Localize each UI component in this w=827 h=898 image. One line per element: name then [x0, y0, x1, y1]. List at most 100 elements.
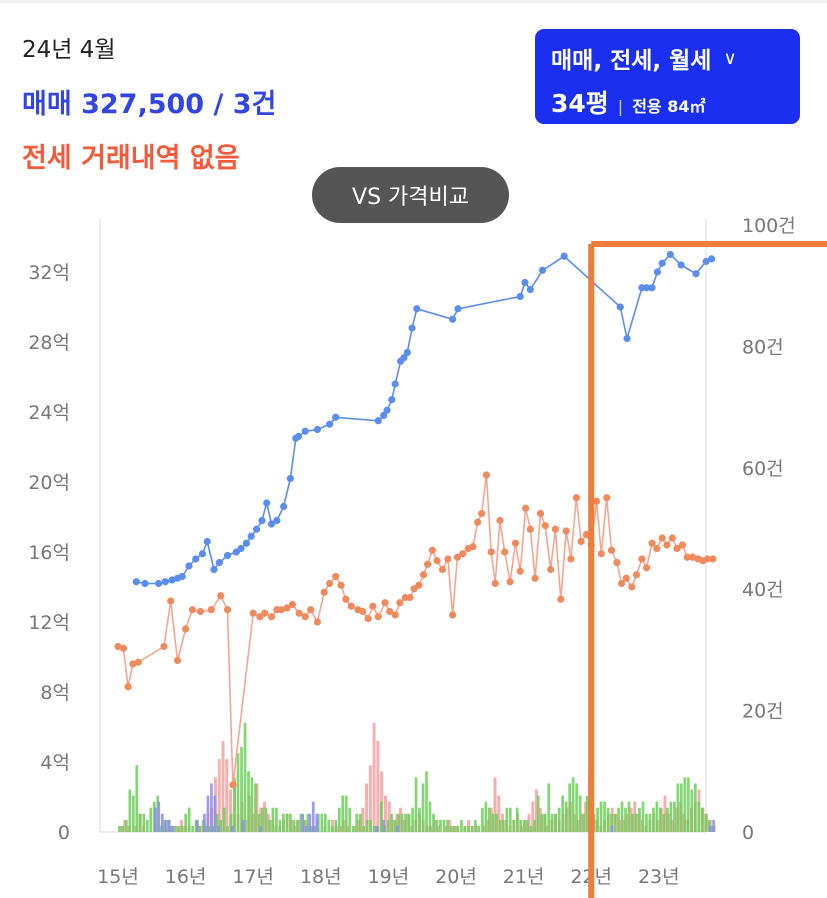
volume-bar-jeonse [346, 825, 350, 832]
volume-bar-sale [306, 813, 310, 832]
volume-bar-sale [683, 777, 687, 832]
volume-bar-rent [217, 825, 220, 832]
volume-bar-rent [712, 819, 715, 832]
jeonse-price-point [307, 606, 315, 614]
volume-bar-sale [582, 813, 585, 832]
volume-bar-rent [610, 825, 614, 832]
sale-price-point [643, 284, 651, 292]
x-tick: 17년 [232, 866, 274, 888]
filter-dropdown[interactable]: 매매, 전세, 월세 ∨ 34평 | 전용 84㎡ [535, 29, 800, 124]
volume-bar-sale [491, 813, 495, 832]
jeonse-price-point [438, 565, 447, 574]
jeonse-price-point [551, 525, 559, 533]
jeonse-price-point [643, 564, 651, 572]
sale-price-point [210, 565, 218, 574]
jeonse-price-point [196, 607, 205, 616]
volume-bar-sale [554, 813, 558, 832]
jeonse-price-point [607, 546, 616, 554]
volume-bar-sale [467, 825, 470, 832]
y-left-tick: 32억 [28, 262, 70, 284]
jeonse-price-point [593, 497, 601, 505]
jeonse-price-point [301, 613, 309, 621]
volume-bar-sale [599, 801, 603, 832]
x-tick: 21년 [503, 866, 545, 888]
volume-bar-sale [704, 813, 708, 832]
jeonse-price-point [577, 537, 585, 546]
jeonse-price-point [703, 555, 712, 563]
y-left-tick: 24억 [28, 402, 70, 424]
jeonse-price-point [474, 518, 482, 526]
volume-bar-sale [285, 813, 289, 832]
chevron-down-icon: ∨ [723, 47, 737, 69]
x-tick: 23년 [638, 866, 680, 888]
jeonse-price-point [347, 602, 355, 610]
jeonse-price-line [117, 474, 713, 785]
volume-bar-sale [578, 795, 582, 832]
filter-area: 전용 84㎡ [632, 97, 706, 116]
jeonse-price-point [557, 595, 565, 603]
volume-bar-sale [261, 807, 264, 832]
volume-bar-sale [418, 807, 421, 832]
volume-bar-sale [191, 825, 194, 832]
jeonse-price-point [567, 555, 575, 563]
volume-bar-jeonse [395, 813, 399, 832]
volume-bar-sale [519, 819, 523, 832]
sale-price-point [383, 406, 391, 414]
volume-bar-jeonse [580, 813, 584, 832]
volume-bar-sale [669, 801, 673, 832]
volume-bar-sale [680, 783, 683, 832]
volume-bar-sale [463, 825, 467, 832]
x-tick: 20년 [435, 866, 477, 888]
jeonse-summary: 전세 거래내역 없음 [22, 143, 240, 174]
volume-bar-sale [512, 819, 516, 832]
volume-bar-jeonse [376, 740, 380, 832]
sale-price-point [449, 315, 457, 323]
volume-bar-sale [456, 825, 460, 832]
sale-price-point [267, 520, 276, 528]
volume-bar-sale [666, 807, 669, 832]
top-divider [0, 0, 827, 3]
jeonse-price-point [295, 609, 303, 617]
volume-bar-sale [278, 819, 282, 832]
sale-price-point [702, 257, 710, 266]
volume-bar-jeonse [444, 825, 448, 832]
volume-bar-sale [184, 813, 188, 832]
y-right-tick: 100건 [742, 215, 796, 237]
volume-bar-sale [568, 783, 571, 832]
volume-bar-sale [540, 813, 544, 832]
volume-bar-sale [320, 813, 324, 832]
volume-bar-sale [355, 813, 359, 832]
volume-bar-jeonse [667, 813, 671, 832]
vs-compare-button[interactable]: VS 가격비교 [312, 167, 509, 223]
jeonse-price-point [288, 600, 297, 609]
volume-bar-sale [533, 819, 537, 832]
jeonse-price-point [618, 579, 626, 588]
volume-bar-sale [439, 819, 442, 832]
volume-bar-sale [247, 771, 250, 832]
volume-bar-sale [442, 819, 446, 832]
volume-bar-jeonse [576, 819, 580, 832]
sale-price-point [454, 305, 462, 313]
volume-bar-jeonse [353, 825, 357, 832]
volume-bar-sale [634, 813, 638, 832]
sale-price-point [403, 348, 411, 357]
price-lines [114, 250, 717, 789]
x-tick: 18년 [300, 866, 342, 888]
jeonse-price-point [541, 522, 549, 530]
jeonse-price-point [709, 555, 717, 563]
volume-bar-jeonse [221, 740, 225, 832]
jeonse-price-point [683, 553, 691, 561]
volume-bar-jeonse [365, 783, 369, 832]
volume-bar-rent [259, 825, 262, 832]
y-left-tick: 16억 [28, 542, 70, 564]
sale-price-point [391, 380, 399, 388]
volume-bar-sale [606, 807, 610, 832]
volume-bar-sale [344, 795, 348, 832]
volume-bar-sale [215, 813, 219, 832]
jeonse-price-point [516, 567, 524, 575]
volume-bar-sale [659, 807, 662, 832]
volume-bar-sale [299, 813, 303, 832]
jeonse-price-point [160, 642, 168, 651]
jeonse-price-point [229, 781, 237, 789]
volume-bar-sale [407, 813, 411, 832]
